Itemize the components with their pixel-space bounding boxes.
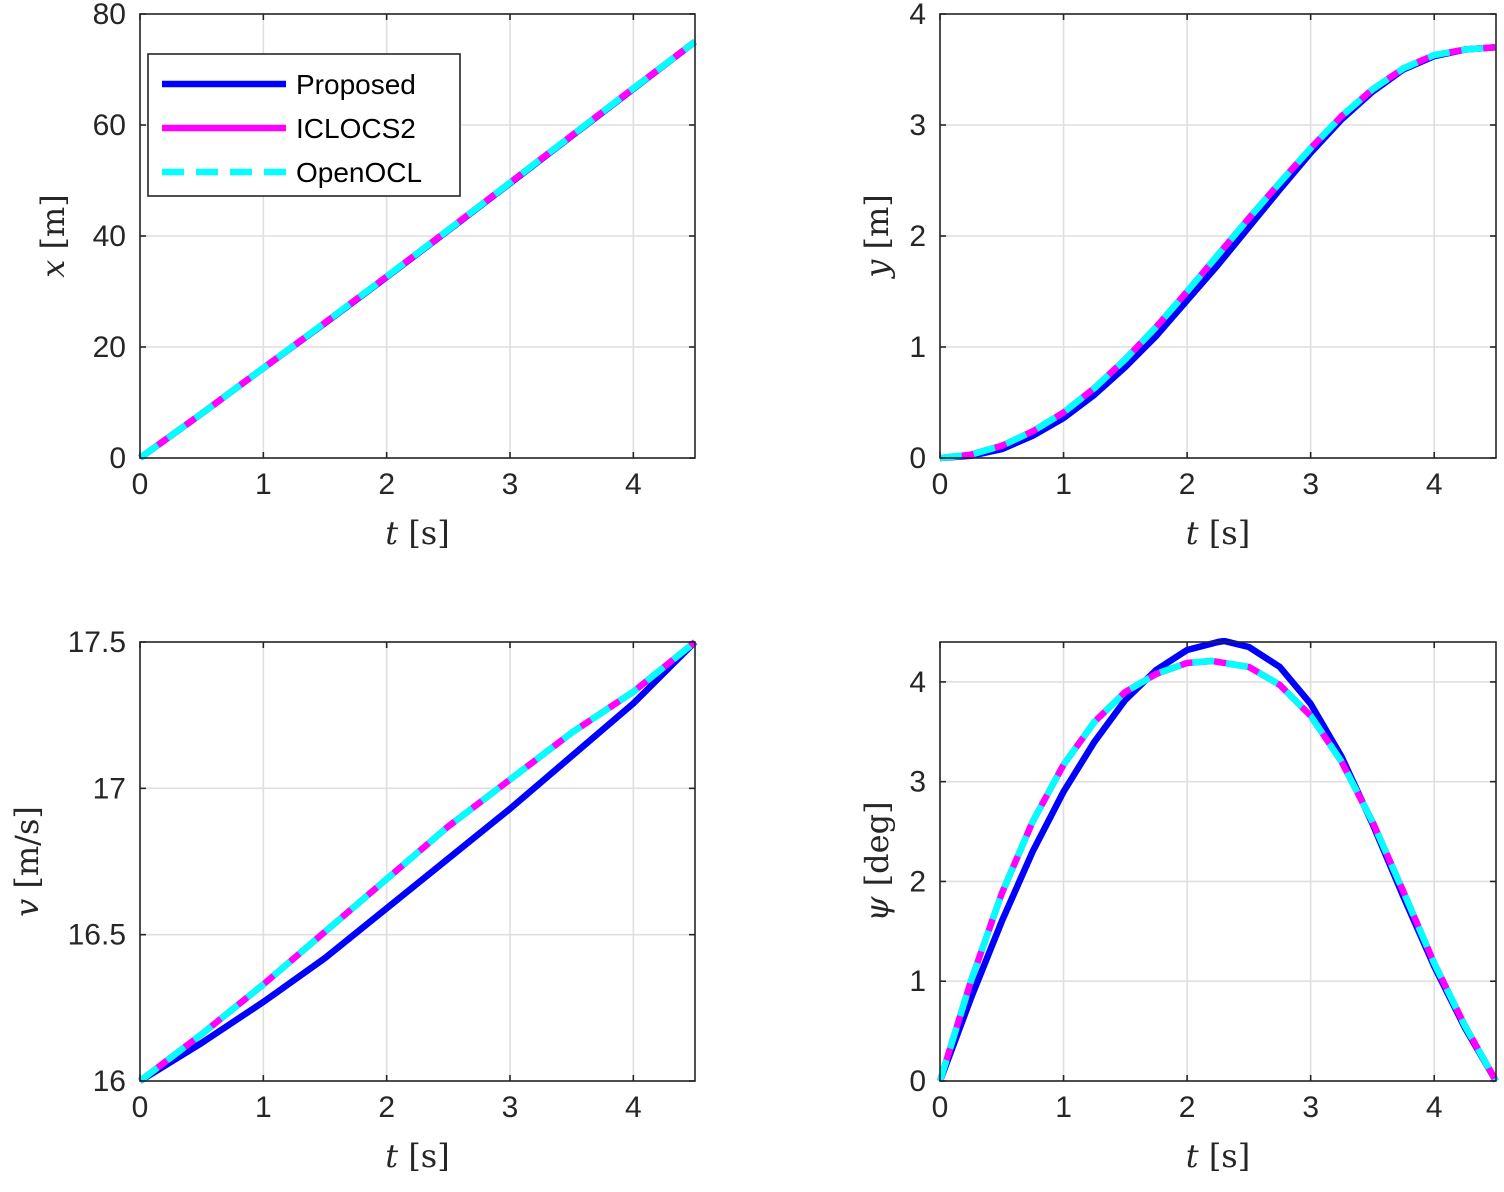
y-tick-label: 0: [109, 442, 126, 475]
y-tick-label: 60: [93, 109, 126, 142]
series-line-openocl: [936, 657, 1499, 1083]
y-axis-label-var: y: [858, 259, 896, 280]
y-tick-label: 16: [93, 1065, 126, 1098]
y-tick-label: 0: [909, 1065, 926, 1098]
x-axis-label: t [s]: [1186, 1137, 1250, 1175]
x-tick-label: 2: [1179, 1091, 1196, 1124]
y-tick-label: 20: [93, 331, 126, 364]
series-group: [939, 44, 1497, 462]
y-axis-label-unit: [m]: [858, 194, 896, 259]
x-tick-label: 1: [1055, 1091, 1072, 1124]
y-tick-label: 3: [909, 109, 926, 142]
x-axis-label-unit: [s]: [1199, 514, 1251, 552]
y-axis-label-unit: [m/s]: [8, 806, 46, 899]
y-tick-label: 3: [909, 766, 926, 799]
x-axis-label-unit: [s]: [398, 514, 450, 552]
x-tick-label: 1: [255, 1091, 272, 1124]
x-axis-label: t [s]: [385, 1137, 449, 1175]
y-plot: 0 1 2 3 4 0 1 2 3 4 t [s] y [m]: [858, 0, 1497, 552]
y-tick-label: 1: [909, 331, 926, 364]
y-axis-label-var: x: [34, 260, 72, 278]
y-axis-label: v [m/s]: [8, 806, 46, 917]
y-axis-label: x [m]: [34, 194, 72, 278]
x-tick-label: 1: [255, 468, 272, 501]
x-tick-label: 0: [132, 1091, 149, 1124]
y-tick-label: 17: [93, 772, 126, 805]
legend-label: ICLOCS2: [296, 113, 416, 144]
y-axis-label-unit: [deg]: [858, 801, 896, 896]
legend: Proposed ICLOCS2 OpenOCL: [147, 53, 461, 197]
x-tick-label: 1: [1055, 468, 1072, 501]
y-tick-label: 0: [909, 442, 926, 475]
axes-box: [939, 641, 1497, 1082]
y-tick-label: 17.5: [68, 626, 126, 659]
y-axis-label: ψ [deg]: [858, 801, 896, 921]
psi-plot: 0 1 2 3 4 0 1 2 3 4 t [s] ψ [deg]: [858, 638, 1499, 1175]
series-line-proposed: [138, 639, 698, 1084]
y-tick-label: 1: [909, 965, 926, 998]
y-axis-label: y [m]: [858, 194, 896, 280]
x-axis-label-var: t: [385, 1137, 398, 1175]
x-axis-label-unit: [s]: [398, 1137, 450, 1175]
x-tick-label: 0: [932, 468, 949, 501]
x-tick-label: 2: [378, 468, 395, 501]
series-group: [936, 638, 1499, 1083]
y-tick-label: 2: [909, 865, 926, 898]
series-group: [138, 39, 697, 461]
y-axis-label-var: v: [8, 899, 46, 917]
x-axis-label: t [s]: [385, 514, 449, 552]
v-plot: 0 1 2 3 4 16 16.5 17 17.5 t [s] v [m/s]: [8, 626, 698, 1175]
series-line-openocl: [138, 639, 698, 1084]
y-tick-label: 2: [909, 220, 926, 253]
y-axis-label-unit: [m]: [34, 194, 72, 259]
x-tick-label: 3: [502, 1091, 519, 1124]
series-line-openocl: [939, 44, 1497, 462]
x-tick-label: 3: [502, 468, 519, 501]
x-tick-label: 4: [1426, 1091, 1443, 1124]
x-tick-label: 0: [932, 1091, 949, 1124]
x-tick-label: 4: [625, 468, 642, 501]
x-tick-label: 3: [1302, 1091, 1319, 1124]
legend-label: OpenOCL: [296, 157, 422, 188]
x-tick-label: 3: [1302, 468, 1319, 501]
series-group: [138, 639, 698, 1084]
series-line-openocl: [138, 39, 697, 461]
x-axis-label-var: t: [1186, 514, 1199, 552]
series-line-proposed: [936, 638, 1499, 1083]
x-tick-label: 2: [378, 1091, 395, 1124]
x-tick-label: 0: [132, 468, 149, 501]
x-axis-label-var: t: [385, 514, 398, 552]
x-tick-label: 4: [625, 1091, 642, 1124]
y-tick-label: 4: [909, 0, 926, 31]
y-axis-label-var: ψ: [858, 896, 896, 922]
y-tick-label: 80: [93, 0, 126, 31]
axes-box: [139, 641, 696, 1082]
x-axis-label-var: t: [1186, 1137, 1199, 1175]
y-tick-label: 40: [93, 220, 126, 253]
legend-label: Proposed: [296, 69, 416, 100]
x-tick-label: 2: [1179, 468, 1196, 501]
x-tick-label: 4: [1426, 468, 1443, 501]
y-tick-label: 16.5: [68, 919, 126, 952]
x-axis-label-unit: [s]: [1199, 1137, 1251, 1175]
y-tick-label: 4: [909, 666, 926, 699]
x-axis-label: t [s]: [1186, 514, 1250, 552]
